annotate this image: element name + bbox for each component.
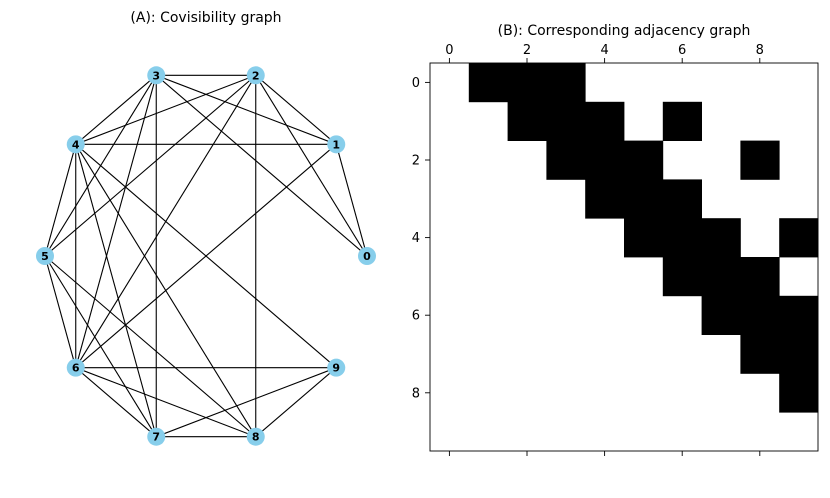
graph-nodes: 0 1 2 3 4 5 6 7 8 9 [36,66,376,446]
matrix-cell-4-5 [624,218,664,258]
graph-edge-4-5 [44,144,77,257]
graph-node-8: 8 [246,427,265,446]
graph-edge-1-3 [156,74,337,145]
x-tick-label: 0 [445,43,453,58]
matrix-cell-7-9 [779,334,819,374]
matrix-cell-2-8 [740,140,780,180]
graph-node-label: 0 [363,250,371,263]
matrix-cell-6-7 [701,295,741,335]
matrix-cell-6-9 [779,295,819,335]
graph-edge-3-6 [75,75,157,368]
y-tick-label: 6 [412,309,420,324]
graph-node-9: 9 [327,358,346,377]
graph-edge-4-7 [75,144,157,437]
graph-edge-2-4 [75,74,256,145]
graph-node-marker [147,66,166,85]
graph-node-marker [246,66,265,85]
graph-node-label: 1 [332,138,340,151]
graph-node-label: 9 [332,362,340,375]
x-tick-label: 4 [600,43,608,58]
graph-node-0: 0 [358,247,376,265]
graph-node-marker [36,247,54,265]
graph-node-label: 3 [152,69,160,82]
matrix-cell-7-8 [740,334,780,374]
matrix-ticks: 0 2 4 6 8 0 2 4 6 8 [412,43,764,456]
matrix-cell-2-5 [624,140,664,180]
graph-node-1: 1 [327,135,346,154]
graph-node-label: 2 [252,69,260,82]
y-tick-label: 8 [412,386,420,401]
graph-node-marker [327,135,346,154]
matrix-cell-5-6 [662,257,702,297]
graph-edge-5-8 [44,255,257,438]
x-tick-label: 2 [523,43,531,58]
graph-node-marker [147,427,166,446]
graph-edge-7-9 [156,367,337,438]
graph-edge-3-4 [75,74,157,145]
graph-node-label: 6 [72,362,80,375]
graph-node-2: 2 [246,66,265,85]
adjacency-matrix-panel: (B): Corresponding adjacency graph 0 2 4 6 8… [412,23,819,456]
graph-edge-0-1 [335,144,368,257]
y-tick-label: 4 [412,231,420,246]
graph-edge-4-8 [75,144,257,437]
matrix-cell-0-2 [507,63,547,103]
matrix-cell-3-6 [662,179,702,219]
graph-node-marker [246,427,265,446]
graph-node-7: 7 [147,427,166,446]
graph-edge-5-7 [44,255,157,437]
graph-node-marker [327,358,346,377]
graph-edge-6-8 [75,367,256,438]
matrix-cell-0-1 [468,63,508,103]
graph-edge-6-7 [75,367,157,438]
graph-node-marker [66,135,85,154]
y-tick-label: 0 [412,76,420,91]
matrix-title: (B): Corresponding adjacency graph [498,23,751,39]
matrix-cell-1-6 [662,101,702,141]
matrix-cell-4-6 [662,218,702,258]
matrix-frame [429,62,819,452]
matrix-cell-2-3 [546,140,586,180]
graph-node-5: 5 [36,247,54,265]
x-tick-label: 8 [756,43,764,58]
matrix-cell-5-8 [740,257,780,297]
matrix-cell-1-3 [546,101,586,141]
graph-node-marker [66,358,85,377]
graph-node-label: 7 [152,431,160,444]
matrix-cell-2-4 [585,140,625,180]
graph-edge-1-2 [255,74,337,145]
graph-edge-4-9 [75,143,337,369]
graph-node-marker [358,247,376,265]
matrix-cells [468,63,819,413]
y-tick-label: 2 [412,154,420,169]
covisibility-graph-panel: (A): Covisibility graph 0 1 2 3 4 5 6 7 8 9 [36,10,376,446]
matrix-cell-6-8 [740,295,780,335]
matrix-cell-8-9 [779,373,819,413]
graph-node-label: 5 [41,250,49,263]
matrix-cell-1-2 [507,101,547,141]
graph-edge-2-5 [44,74,257,257]
matrix-cell-0-3 [546,63,586,103]
matrix-cell-4-9 [779,218,819,258]
matrix-cell-1-4 [585,101,625,141]
graph-node-4: 4 [66,135,85,154]
graph-node-3: 3 [147,66,166,85]
graph-edges [44,74,368,438]
graph-node-label: 8 [252,431,260,444]
x-tick-label: 6 [678,43,686,58]
matrix-cell-5-7 [701,257,741,297]
graph-edge-0-3 [155,74,368,257]
graph-node-label: 4 [72,138,80,151]
matrix-cell-3-5 [624,179,664,219]
graph-edge-5-6 [44,255,77,368]
graph-edge-8-9 [255,367,337,438]
matrix-cell-3-4 [585,179,625,219]
graph-title: (A): Covisibility graph [130,10,281,26]
graph-node-6: 6 [66,358,85,377]
matrix-cell-4-7 [701,218,741,258]
